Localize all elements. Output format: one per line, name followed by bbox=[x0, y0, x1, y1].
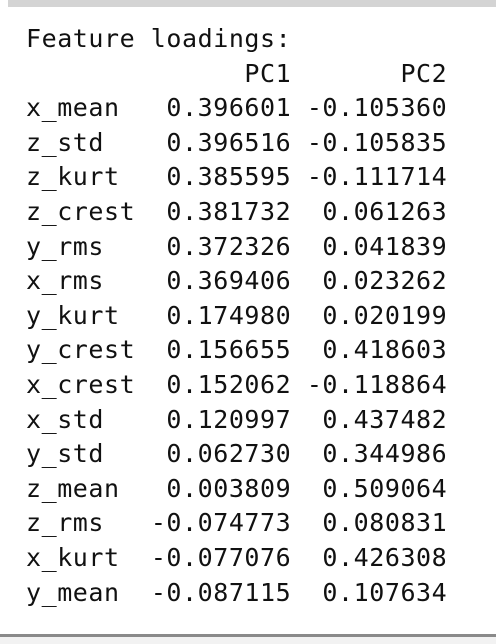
pc1-value: 0.156655 bbox=[135, 335, 292, 365]
table-row: y_mean -0.087115 0.107634 bbox=[26, 578, 447, 607]
table-row: y_rms 0.372326 0.041839 bbox=[26, 232, 447, 261]
row-label: y_std bbox=[26, 439, 136, 469]
cell-top-border-notch bbox=[0, 0, 8, 7]
pc1-value: 0.120997 bbox=[135, 404, 292, 434]
row-label: y_rms bbox=[26, 231, 136, 261]
column-header-pc2: PC2 bbox=[291, 58, 448, 88]
row-label: x_crest bbox=[26, 369, 136, 399]
pc2-value: -0.118864 bbox=[291, 369, 448, 399]
row-label: y_crest bbox=[26, 335, 136, 365]
pc1-value: 0.381732 bbox=[135, 196, 292, 226]
pc2-value: 0.041839 bbox=[291, 231, 448, 261]
feature-loadings-output: Feature loadings: PC1 PC2 x_mean 0.39660… bbox=[26, 22, 447, 610]
cell-bottom-border bbox=[0, 634, 496, 637]
pc2-value: -0.111714 bbox=[291, 162, 448, 192]
table-row: x_std 0.120997 0.437482 bbox=[26, 405, 447, 434]
loadings-table: PC1 PC2 x_mean 0.396601 -0.105360 z_std … bbox=[26, 59, 447, 607]
table-row: z_std 0.396516 -0.105835 bbox=[26, 128, 447, 157]
pc2-value: 0.020199 bbox=[291, 300, 448, 330]
pc1-value: 0.062730 bbox=[135, 439, 292, 469]
pc2-value: -0.105835 bbox=[291, 127, 448, 157]
row-label: x_kurt bbox=[26, 542, 136, 572]
row-label: z_mean bbox=[26, 473, 136, 503]
table-row: x_rms 0.369406 0.023262 bbox=[26, 266, 447, 295]
table-row: z_kurt 0.385595 -0.111714 bbox=[26, 162, 447, 191]
pc1-value: 0.174980 bbox=[135, 300, 292, 330]
cell-top-border bbox=[0, 0, 496, 7]
row-label: z_crest bbox=[26, 196, 136, 226]
pc1-value: -0.087115 bbox=[135, 577, 292, 607]
table-row: z_crest 0.381732 0.061263 bbox=[26, 197, 447, 226]
pc2-value: 0.344986 bbox=[291, 439, 448, 469]
pc1-value: -0.074773 bbox=[135, 508, 292, 538]
row-label: x_mean bbox=[26, 93, 136, 123]
pc2-value: -0.105360 bbox=[291, 93, 448, 123]
cell-output-area bbox=[0, 7, 496, 634]
table-row: x_kurt -0.077076 0.426308 bbox=[26, 543, 447, 572]
pc1-value: 0.372326 bbox=[135, 231, 292, 261]
pc1-value: 0.369406 bbox=[135, 266, 292, 296]
pc1-value: 0.396516 bbox=[135, 127, 292, 157]
pc1-value: 0.396601 bbox=[135, 93, 292, 123]
row-label: x_rms bbox=[26, 266, 136, 296]
pc1-value: 0.385595 bbox=[135, 162, 292, 192]
pc2-value: 0.418603 bbox=[291, 335, 448, 365]
pc2-value: 0.023262 bbox=[291, 266, 448, 296]
pc2-value: 0.509064 bbox=[291, 473, 448, 503]
pc2-value: 0.080831 bbox=[291, 508, 448, 538]
pc2-value: 0.437482 bbox=[291, 404, 448, 434]
table-row: y_crest 0.156655 0.418603 bbox=[26, 335, 447, 364]
pc1-value: 0.152062 bbox=[135, 369, 292, 399]
column-header-row: PC1 PC2 bbox=[26, 59, 447, 88]
table-row: y_kurt 0.174980 0.020199 bbox=[26, 301, 447, 330]
pc2-value: 0.061263 bbox=[291, 196, 448, 226]
column-header-pc1: PC1 bbox=[135, 58, 292, 88]
pc1-value: -0.077076 bbox=[135, 542, 292, 572]
table-row: x_crest 0.152062 -0.118864 bbox=[26, 370, 447, 399]
row-label: z_kurt bbox=[26, 162, 136, 192]
table-row: y_std 0.062730 0.344986 bbox=[26, 439, 447, 468]
row-label: y_kurt bbox=[26, 300, 136, 330]
row-label: y_mean bbox=[26, 577, 136, 607]
cell-below-area bbox=[0, 637, 496, 644]
pc2-value: 0.426308 bbox=[291, 542, 448, 572]
row-label: z_rms bbox=[26, 508, 136, 538]
table-row: x_mean 0.396601 -0.105360 bbox=[26, 93, 447, 122]
pc2-value: 0.107634 bbox=[291, 577, 448, 607]
output-header: Feature loadings: bbox=[26, 24, 292, 53]
column-header-index bbox=[26, 59, 135, 88]
pc1-value: 0.003809 bbox=[135, 473, 292, 503]
table-row: z_rms -0.074773 0.080831 bbox=[26, 508, 447, 537]
table-row: z_mean 0.003809 0.509064 bbox=[26, 474, 447, 503]
row-label: x_std bbox=[26, 404, 136, 434]
row-label: z_std bbox=[26, 127, 136, 157]
